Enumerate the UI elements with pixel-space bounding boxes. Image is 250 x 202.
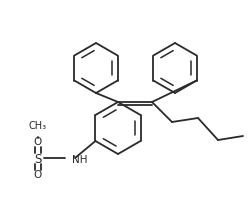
- Text: S: S: [34, 153, 42, 166]
- Text: CH₃: CH₃: [29, 121, 47, 131]
- Text: NH: NH: [72, 155, 87, 165]
- Text: O: O: [34, 137, 42, 147]
- Text: O: O: [34, 170, 42, 180]
